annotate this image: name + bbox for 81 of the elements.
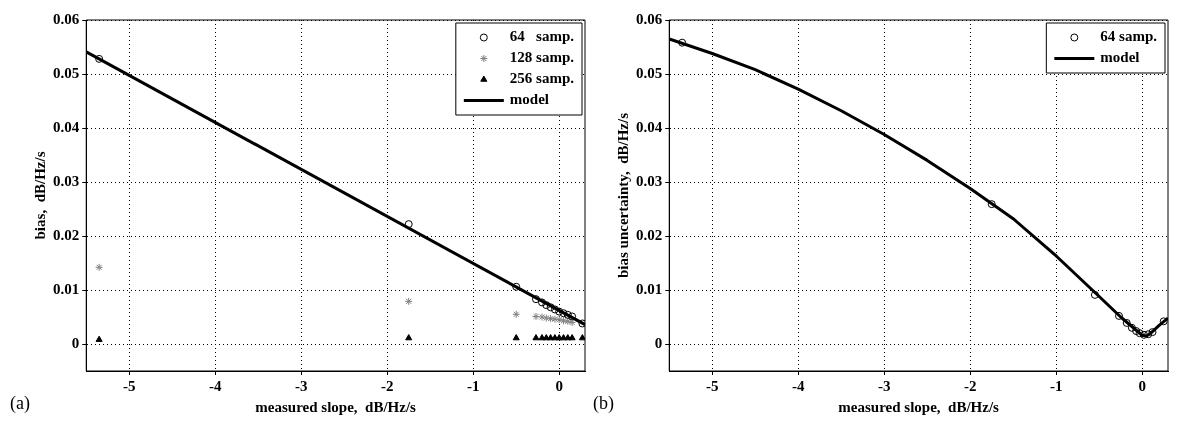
point [559, 309, 568, 318]
point [512, 282, 521, 291]
legend-label: model [509, 91, 549, 108]
point [1114, 311, 1123, 320]
x-tick-label: -1 [1049, 377, 1063, 394]
point [531, 312, 540, 321]
point [538, 298, 546, 307]
y-tick-label: 0.04 [53, 118, 80, 135]
legend-label: 256 samp. [509, 70, 575, 87]
x-tick-label: -4 [791, 377, 805, 394]
point [550, 305, 559, 314]
point [987, 200, 996, 209]
point [538, 313, 546, 321]
y-tick-label: 0.03 [636, 172, 663, 189]
point [568, 312, 577, 321]
y-axis-title: bias, dB/Hz/s [31, 151, 48, 240]
text: (b) [593, 392, 614, 414]
y-tick-label: 0.02 [53, 226, 80, 243]
point [568, 318, 577, 327]
point [95, 54, 104, 63]
legend-label: 64 samp. [1100, 28, 1158, 45]
point [1139, 330, 1148, 339]
legend-label: 64 samp. [509, 28, 575, 45]
point [568, 334, 576, 341]
y-tick-label: 0.05 [636, 64, 663, 81]
y-tick-label: 0.01 [53, 280, 80, 297]
y-axis-title: bias uncertainty, dB/Hz/s [614, 112, 631, 279]
point [512, 310, 521, 319]
point [1122, 318, 1131, 327]
point [555, 315, 564, 324]
point [95, 263, 104, 272]
y-tick-label: 0.05 [53, 64, 80, 81]
y-tick-label: 0.02 [636, 226, 663, 243]
point [1135, 329, 1144, 338]
x-axis-title: measured slope, dB/Hz/s [255, 398, 417, 415]
point [678, 38, 687, 47]
x-tick-label: -4 [208, 377, 222, 394]
point [1148, 328, 1157, 337]
point [532, 334, 540, 341]
point [1127, 323, 1136, 332]
point [563, 310, 572, 319]
y-tick-label: 0.03 [53, 172, 80, 189]
x-tick-label: -5 [706, 377, 719, 394]
x-tick-label: -1 [466, 377, 480, 394]
point [578, 334, 585, 341]
x-tick-label: -3 [877, 377, 891, 394]
y-tick-label: 0.01 [636, 280, 663, 297]
point [1090, 290, 1099, 299]
legend-label: 128 samp. [509, 49, 575, 66]
point [542, 314, 551, 323]
point [404, 220, 413, 229]
x-tick-label: -3 [294, 377, 308, 394]
point [531, 295, 540, 304]
point [95, 335, 103, 342]
point [578, 319, 585, 328]
x-axis-title: measured slope, dB/Hz/s [838, 398, 1000, 415]
y-tick-label: 0 [654, 334, 663, 351]
point [1132, 327, 1141, 336]
point [546, 314, 555, 323]
point [550, 315, 559, 324]
point [555, 307, 564, 316]
x-tick-label: -5 [123, 377, 136, 394]
point [405, 334, 413, 341]
y-tick-label: 0.06 [53, 10, 80, 27]
point [1144, 330, 1153, 339]
text: (a) [10, 392, 30, 414]
y-tick-label: 0.06 [636, 10, 663, 27]
point [563, 317, 572, 326]
point [559, 316, 568, 325]
x-tick-label: -2 [963, 377, 977, 394]
point [546, 303, 555, 312]
legend-label: model [1100, 49, 1140, 66]
x-tick-label: 0 [1138, 377, 1146, 394]
point [512, 334, 520, 341]
y-tick-label: 0 [71, 334, 80, 351]
x-tick-label: -2 [380, 377, 394, 394]
x-tick-label: 0 [555, 377, 563, 394]
point [542, 301, 551, 310]
point [1159, 317, 1168, 326]
y-tick-label: 0.04 [636, 118, 663, 135]
point [404, 297, 413, 306]
